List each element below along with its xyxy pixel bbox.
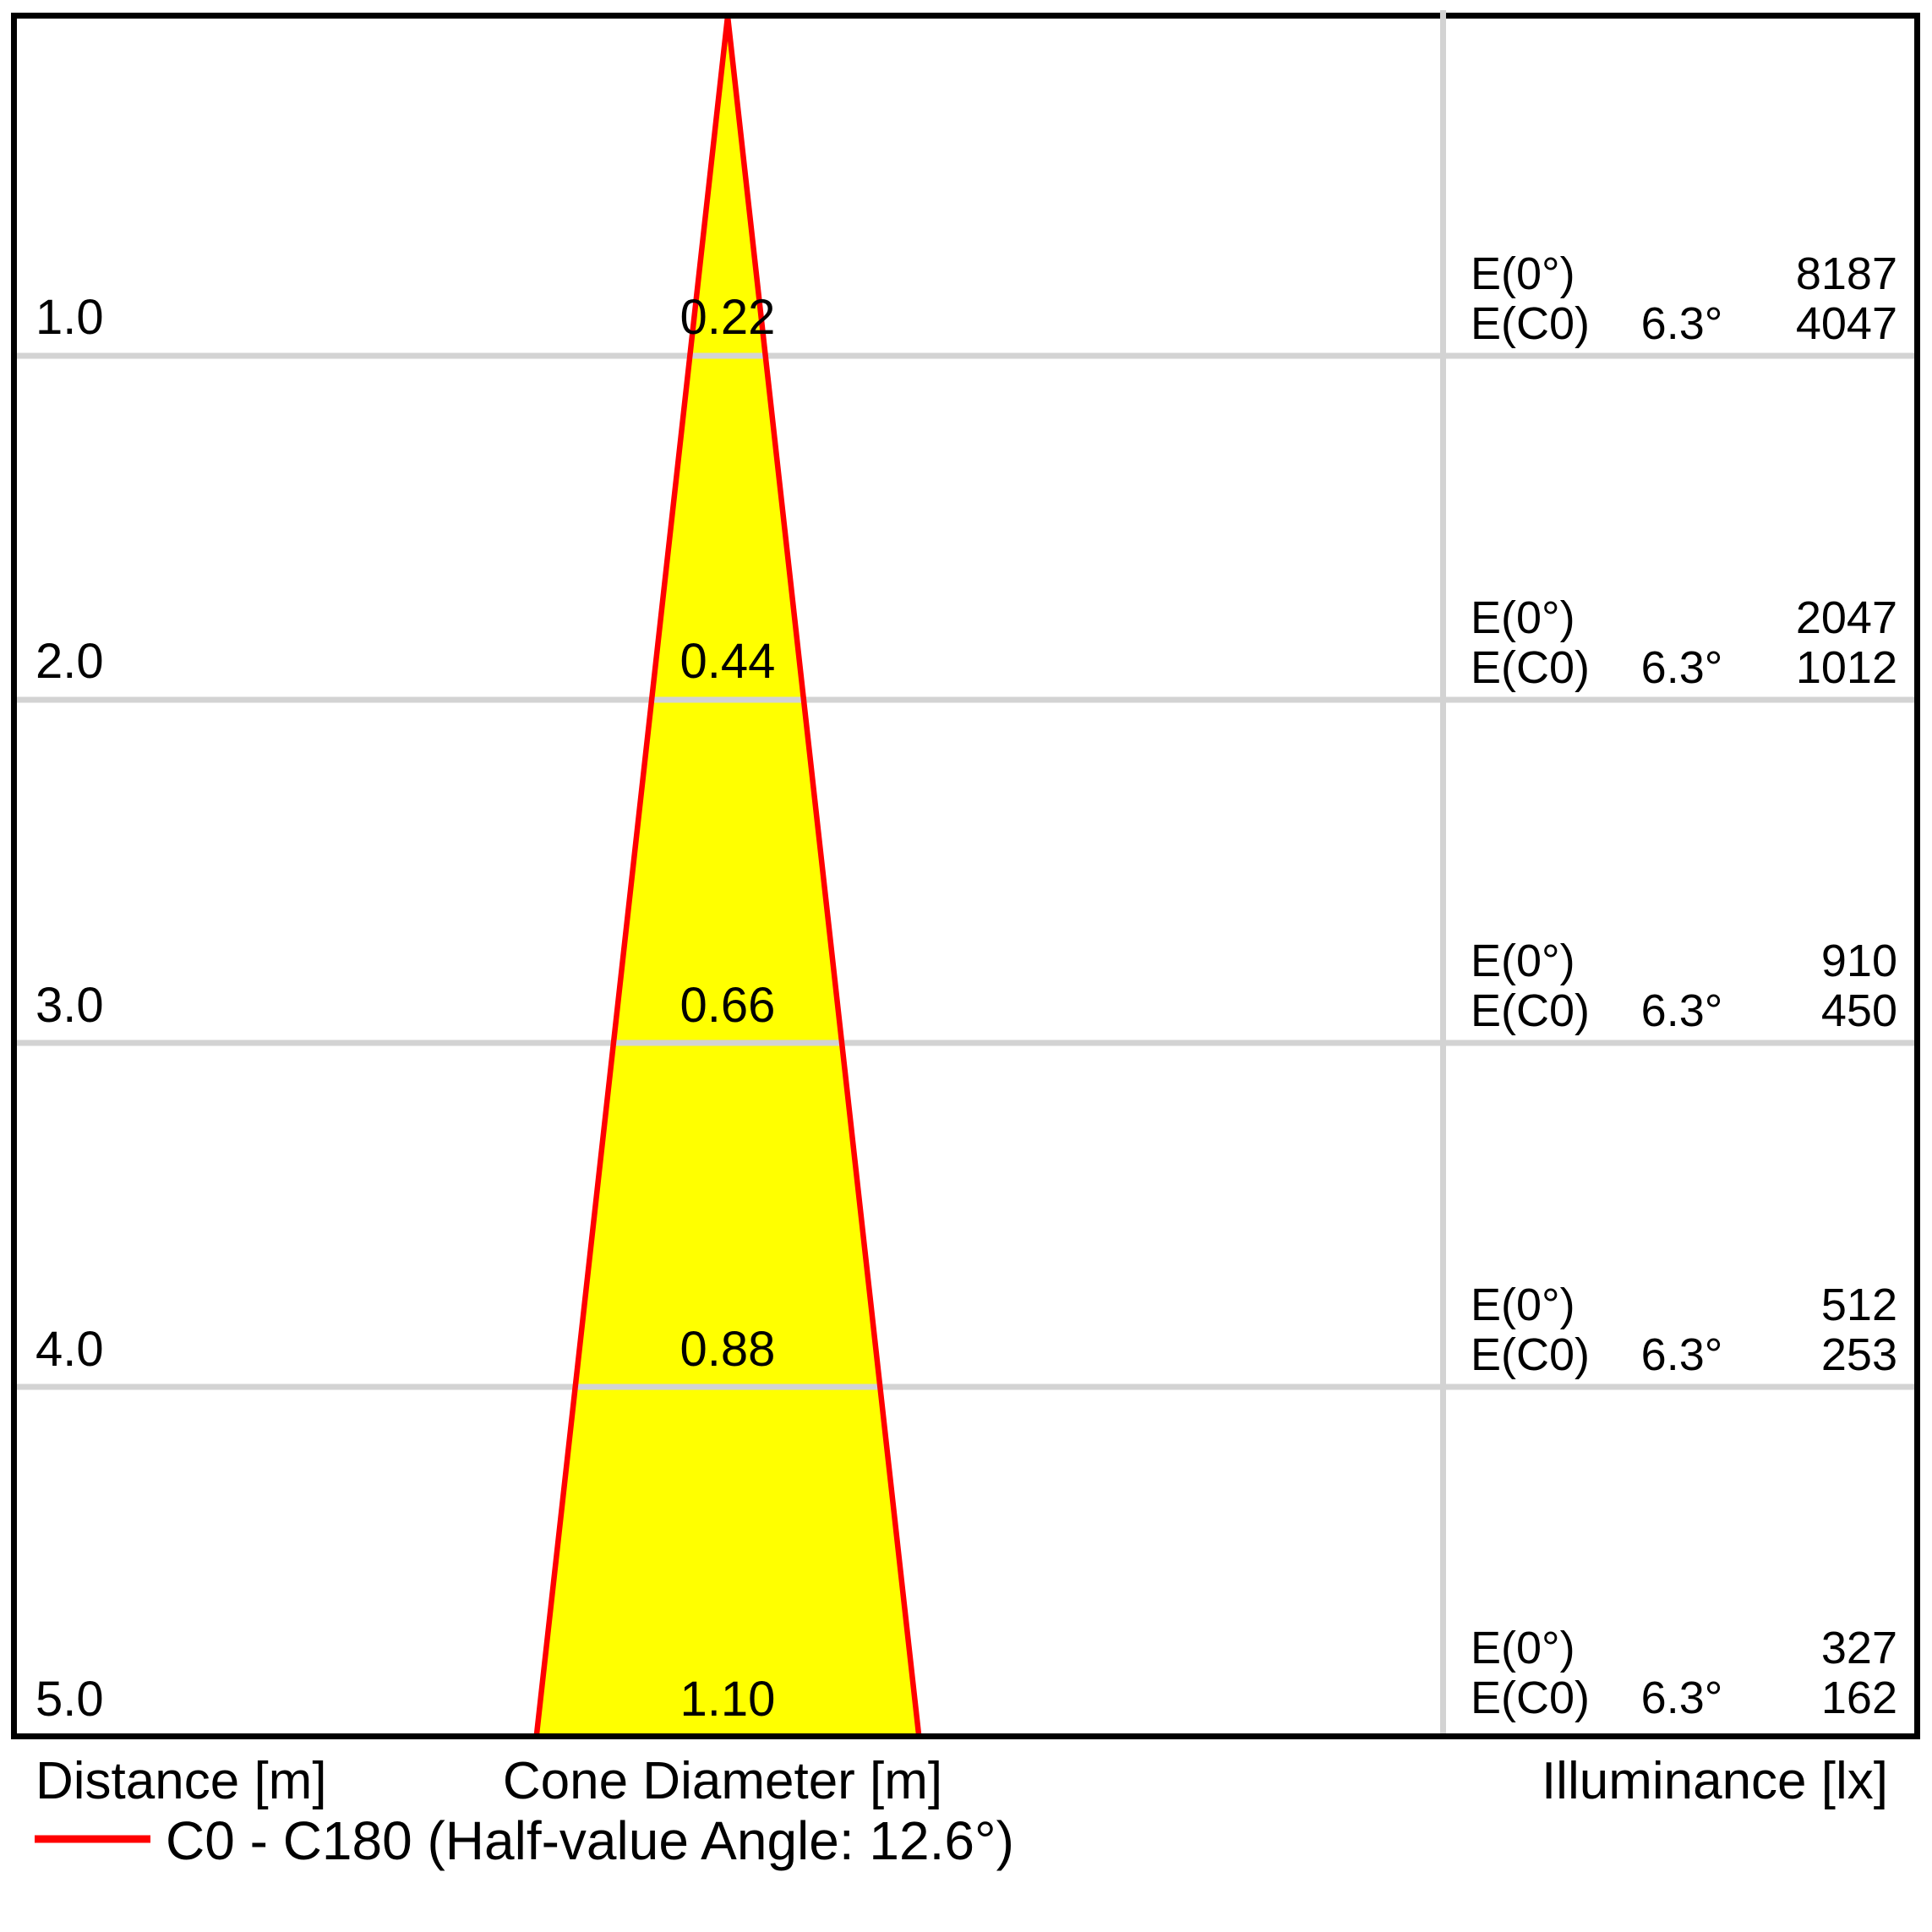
cone-diameter-label: 1.10 <box>680 1672 776 1727</box>
beam-angle-value: 6.3° <box>1641 642 1723 693</box>
distance-axis-label: Distance [m] <box>35 1752 327 1810</box>
beam-angle-value: 6.3° <box>1641 985 1723 1036</box>
ec0-label: E(C0) <box>1471 298 1590 349</box>
cone-diameter-label: 0.66 <box>680 978 776 1033</box>
cone-diameter-axis-label: Cone Diameter [m] <box>503 1752 942 1810</box>
e0-value: 2047 <box>1796 592 1897 643</box>
distance-label: 4.0 <box>35 1322 104 1377</box>
outer-border <box>11 13 1920 1739</box>
row-4m: 4.0 0.88 E(0°) 512 E(C0) 6.3° 253 <box>35 1280 1897 1380</box>
e0-label: E(0°) <box>1471 1623 1575 1673</box>
ec0-label: E(C0) <box>1471 1673 1590 1723</box>
distance-label: 5.0 <box>35 1672 104 1727</box>
row-2m: 2.0 0.44 E(0°) 2047 E(C0) 6.3° 1012 <box>35 592 1897 693</box>
e0-label: E(0°) <box>1471 248 1575 299</box>
e0-value: 8187 <box>1796 248 1897 299</box>
e0-value: 512 <box>1821 1280 1897 1330</box>
row-3m: 3.0 0.66 E(0°) 910 E(C0) 6.3° 450 <box>35 936 1897 1036</box>
e0-value: 327 <box>1821 1623 1897 1673</box>
illuminance-axis-label: Illuminance [lx] <box>1542 1752 1888 1810</box>
distance-label: 1.0 <box>35 290 104 345</box>
footer-axis-labels: Distance [m] Cone Diameter [m] Illuminan… <box>35 1752 1888 1810</box>
ec0-label: E(C0) <box>1471 1329 1590 1380</box>
beam-angle-value: 6.3° <box>1641 1329 1723 1380</box>
legend: C0 - C180 (Half-value Angle: 12.6°) <box>35 1810 1014 1871</box>
row-5m: 5.0 1.10 E(0°) 327 E(C0) 6.3° 162 <box>35 1623 1897 1727</box>
beam-angle-value: 6.3° <box>1641 298 1723 349</box>
ec0-label: E(C0) <box>1471 642 1590 693</box>
ec0-value: 4047 <box>1796 298 1897 349</box>
ec0-value: 162 <box>1821 1673 1897 1723</box>
cone-diameter-label: 0.88 <box>680 1322 776 1377</box>
beam-angle-value: 6.3° <box>1641 1673 1723 1723</box>
cone-diameter-label: 0.44 <box>680 634 776 689</box>
cone-diameter-label: 0.22 <box>680 290 776 345</box>
ec0-value: 1012 <box>1796 642 1897 693</box>
distance-label: 2.0 <box>35 634 104 689</box>
e0-label: E(0°) <box>1471 936 1575 986</box>
e0-value: 910 <box>1821 936 1897 986</box>
e0-label: E(0°) <box>1471 592 1575 643</box>
e0-label: E(0°) <box>1471 1280 1575 1330</box>
ec0-label: E(C0) <box>1471 985 1590 1036</box>
legend-label: C0 - C180 (Half-value Angle: 12.6°) <box>166 1810 1014 1871</box>
ec0-value: 253 <box>1821 1329 1897 1380</box>
row-1m: 1.0 0.22 E(0°) 8187 E(C0) 6.3° 4047 <box>35 248 1897 349</box>
distance-label: 3.0 <box>35 978 104 1033</box>
ec0-value: 450 <box>1821 985 1897 1036</box>
light-cone-fill <box>537 16 919 1734</box>
